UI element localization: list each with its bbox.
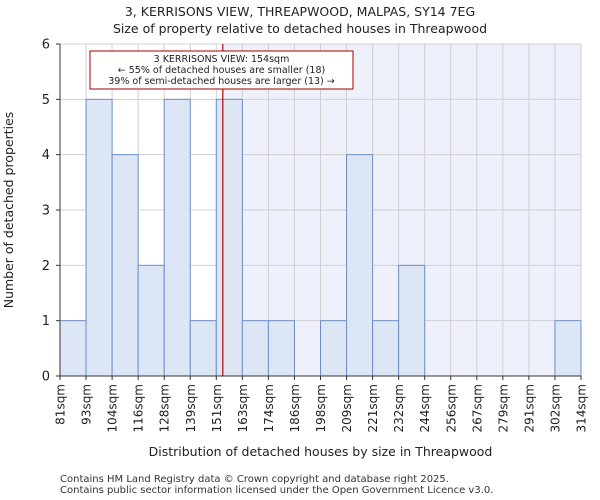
histogram-bar bbox=[267, 320, 295, 377]
footer-line-1: Contains HM Land Registry data © Crown c… bbox=[60, 474, 449, 485]
y-tick-label: 3 bbox=[42, 204, 50, 219]
x-tick-label: 244sqm bbox=[418, 384, 432, 432]
y-tick-label: 1 bbox=[42, 314, 50, 329]
histogram-bar bbox=[554, 320, 582, 377]
x-axis-title: Distribution of detached houses by size … bbox=[149, 444, 493, 459]
histogram-bar bbox=[346, 154, 374, 377]
histogram-bar bbox=[320, 320, 348, 377]
histogram-bar bbox=[85, 98, 113, 377]
x-tick-label: 221sqm bbox=[366, 384, 380, 432]
y-axis-title: Number of detached properties bbox=[1, 112, 16, 309]
y-tick-label: 0 bbox=[42, 370, 50, 385]
x-tick-label: 116sqm bbox=[132, 384, 146, 432]
x-tick-label: 279sqm bbox=[496, 384, 510, 432]
x-tick-label: 232sqm bbox=[392, 384, 406, 432]
x-tick-label: 139sqm bbox=[184, 384, 198, 432]
histogram-bar bbox=[111, 154, 139, 377]
histogram-bar bbox=[241, 320, 269, 377]
x-tick-label: 81sqm bbox=[54, 384, 68, 425]
annotation-box bbox=[89, 50, 354, 90]
x-tick-label: 198sqm bbox=[314, 384, 328, 432]
y-tick-label: 4 bbox=[42, 148, 50, 163]
x-tick-label: 302sqm bbox=[548, 384, 562, 432]
chart-title: 3, KERRISONS VIEW, THREAPWOOD, MALPAS, S… bbox=[124, 4, 476, 19]
histogram-bar bbox=[398, 264, 426, 377]
x-tick-label: 151sqm bbox=[210, 384, 224, 432]
x-tick-label: 128sqm bbox=[158, 384, 172, 432]
annotation-line: ← 55% of detached houses are smaller (18… bbox=[118, 65, 325, 76]
annotation-line: 3 KERRISONS VIEW: 154sqm bbox=[154, 54, 290, 65]
x-tick-label: 267sqm bbox=[470, 384, 484, 432]
y-tick-label: 5 bbox=[42, 93, 50, 108]
x-tick-label: 93sqm bbox=[80, 384, 94, 425]
x-tick-label: 174sqm bbox=[262, 384, 276, 432]
histogram-bar bbox=[372, 320, 400, 377]
y-tick-label: 6 bbox=[42, 38, 50, 53]
chart-subtitle: Size of property relative to detached ho… bbox=[112, 21, 488, 36]
y-tick-label: 2 bbox=[42, 259, 50, 274]
x-tick-label: 314sqm bbox=[575, 384, 589, 432]
x-tick-label: 163sqm bbox=[236, 384, 250, 432]
x-tick-label: 256sqm bbox=[444, 384, 458, 432]
x-tick-label: 291sqm bbox=[522, 384, 536, 432]
histogram-bar bbox=[59, 320, 87, 377]
histogram-bar bbox=[189, 320, 217, 377]
histogram-bar bbox=[137, 264, 165, 377]
x-tick-label: 209sqm bbox=[340, 384, 354, 432]
x-tick-label: 186sqm bbox=[288, 384, 302, 432]
x-tick-label: 104sqm bbox=[106, 384, 120, 432]
footer-line-2: Contains public sector information licen… bbox=[60, 485, 494, 496]
histogram-bar bbox=[163, 98, 191, 377]
histogram-bar bbox=[215, 98, 243, 377]
annotation-line: 39% of semi-detached houses are larger (… bbox=[108, 76, 335, 87]
